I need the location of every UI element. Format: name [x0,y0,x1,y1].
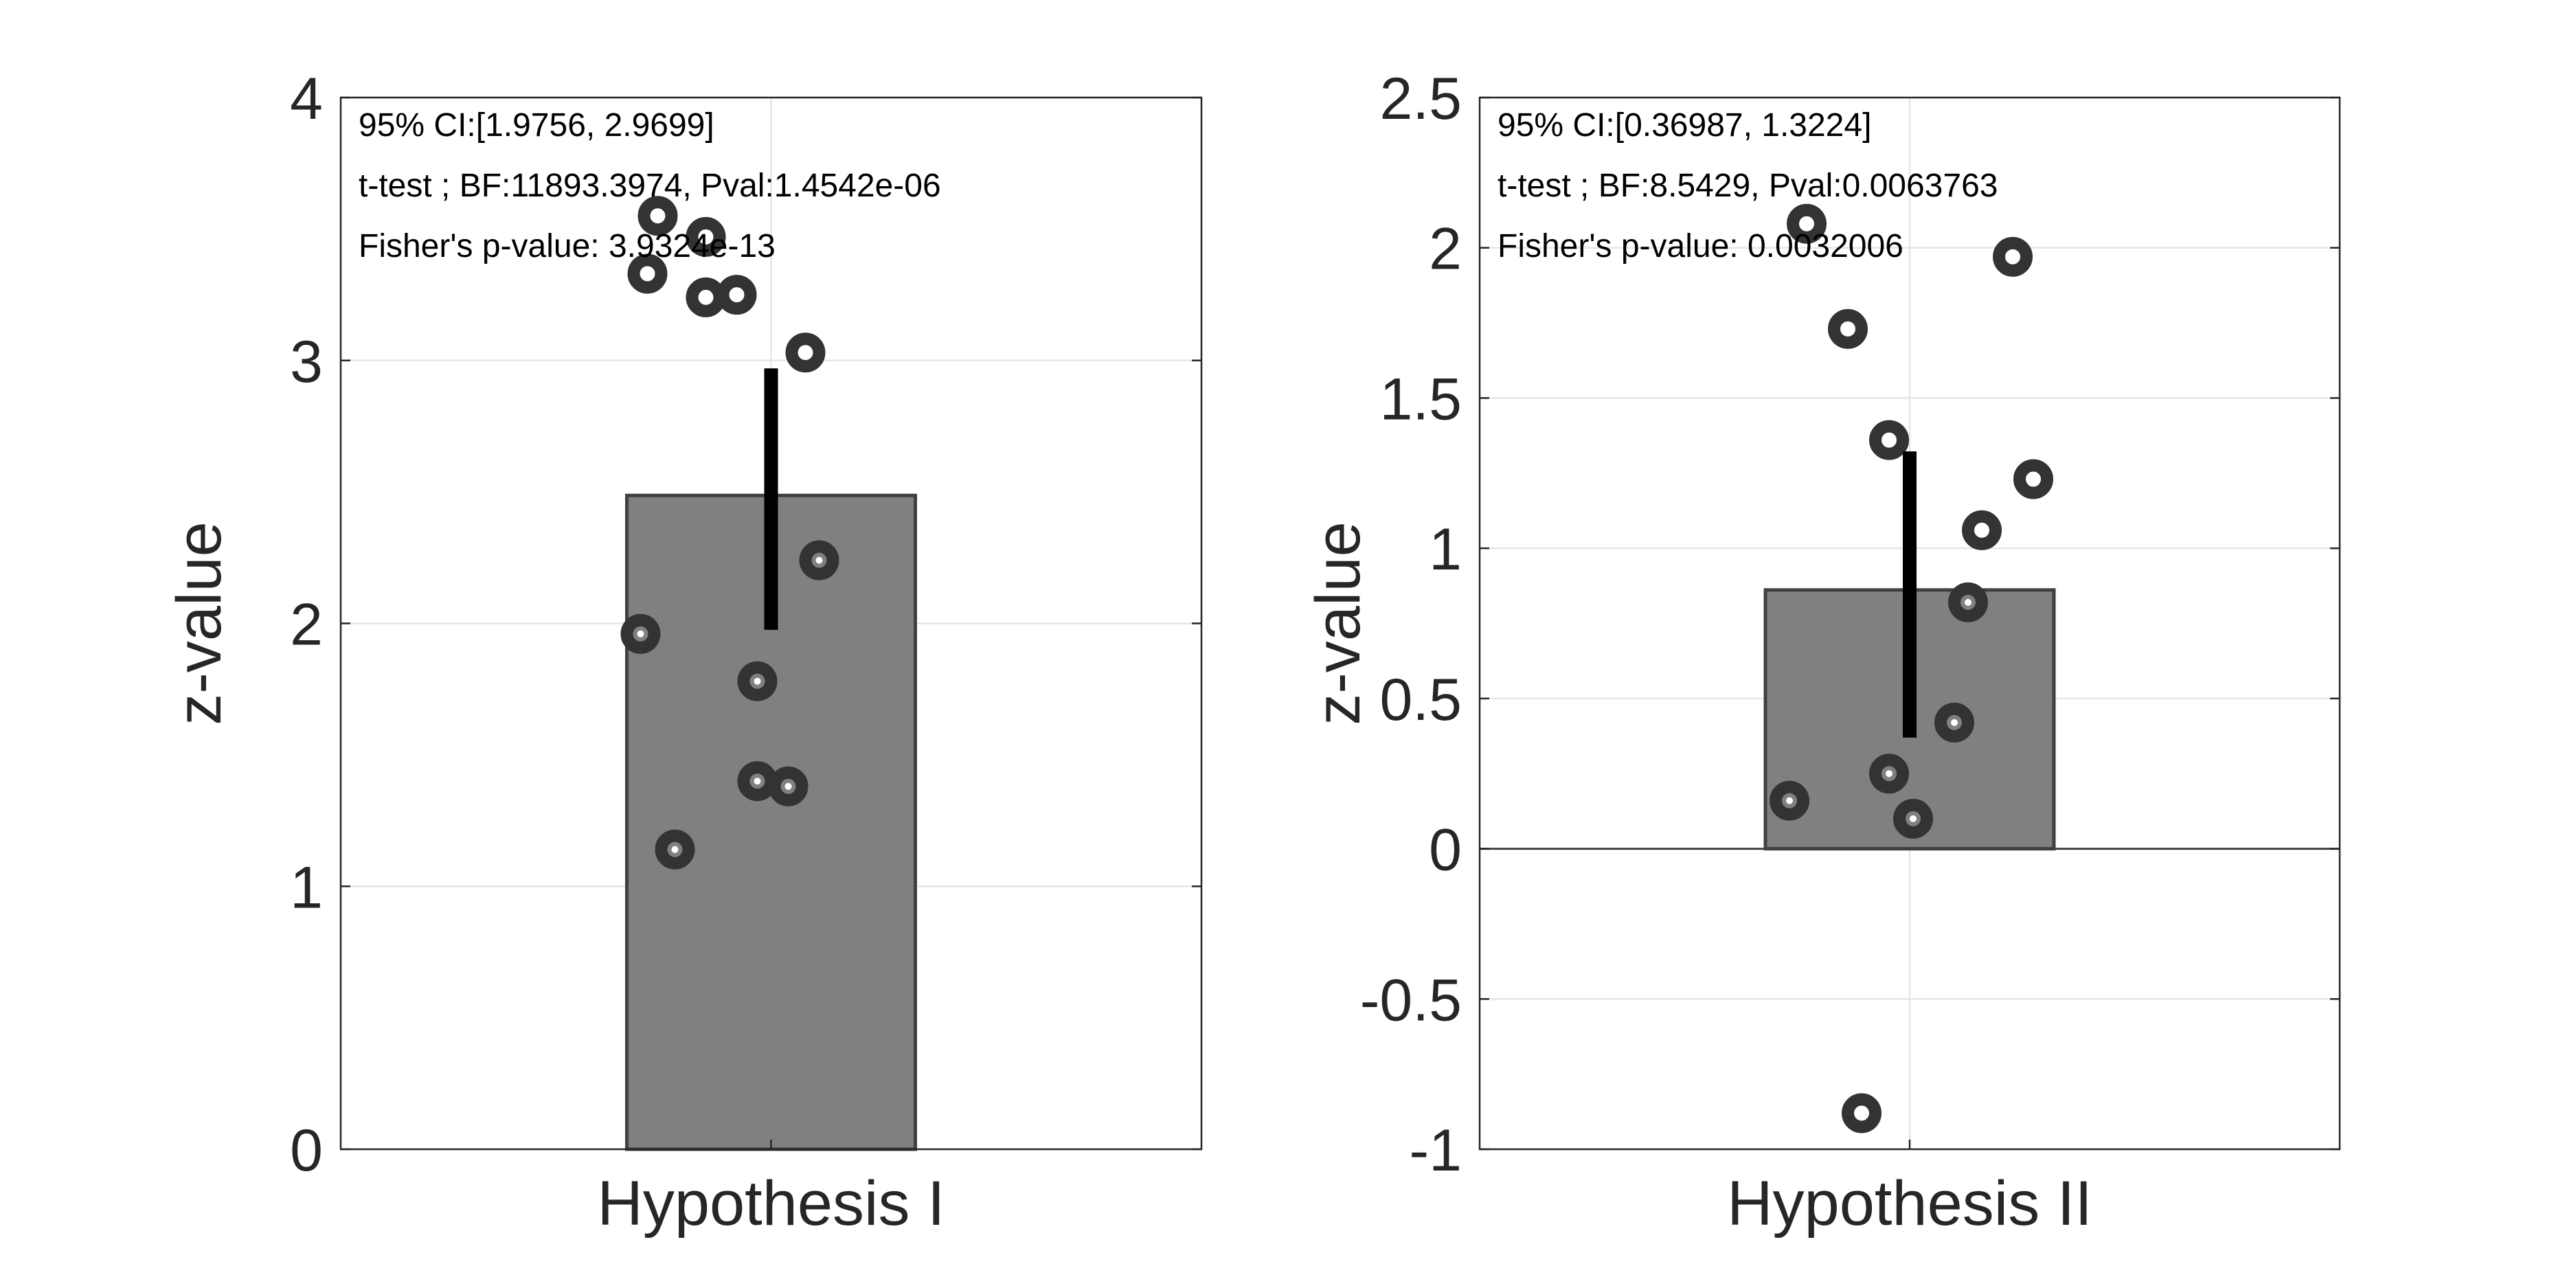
y-tick-label: 2 [290,592,323,658]
data-point-center [1965,598,1971,606]
data-point-center [654,212,662,220]
data-point-ring [1962,510,2002,550]
data-point [1962,510,2002,550]
data-point-ring [1842,1093,1882,1133]
data-point [716,275,757,315]
data-point [1993,236,2033,277]
data-point [1934,702,1974,743]
data-point-center [1886,436,1893,444]
data-point [1828,308,1868,349]
data-point-ring [637,196,678,236]
data-point [1893,798,1933,839]
data-point-center [784,782,792,790]
data-point-ring [1869,420,1909,460]
data-point-center [733,291,741,299]
annotation-line: Fisher's p-value: 0.0032006 [1498,228,1903,264]
data-point-ring [1787,203,1827,244]
data-point [768,766,809,806]
y-tick-label: 0 [290,1118,323,1184]
data-point [737,761,778,802]
chart-panel-2: -1 -0.5 0 0.5 1 1.5 2 2.5 Hypothesis II z-value 95… [1303,66,2341,1239]
data-point-ring [1770,780,1809,821]
y-tick-label: 2 [1429,216,1462,282]
data-point-ring [620,613,661,654]
data-point-center [2030,475,2037,483]
data-point [1948,582,1988,622]
data-point [785,332,826,373]
data-point-center [802,349,809,357]
y-tick-label: 0.5 [1379,667,1462,733]
data-point [737,661,778,701]
data-point [1842,1093,1882,1133]
y-tick-label: 4 [290,66,323,132]
data-point-center [754,677,761,685]
data-point-center [1858,1109,1865,1117]
data-point-center [2009,253,2016,260]
data-point-ring [768,766,809,806]
y-tick-label: -1 [1410,1118,1462,1184]
data-point [620,613,661,654]
data-point [2013,459,2053,499]
y-tick-label: 2.5 [1379,66,1462,132]
data-point-center [671,846,679,853]
data-point [1787,203,1827,244]
x-tick-label: Hypothesis I [597,1168,945,1239]
data-point-ring [2013,459,2053,499]
data-point [1869,754,1909,794]
data-point-center [702,293,710,301]
data-point-ring [1993,236,2033,277]
data-point-center [1844,325,1851,332]
data-point-center [644,270,651,278]
data-point-ring [1828,308,1868,349]
data-point-center [1803,220,1810,227]
data-point-ring [627,253,668,294]
data-point-center [1910,815,1917,822]
data-point-center [1951,719,1958,726]
y-axis-label: z-value [1303,521,1373,725]
y-axis-label: z-value [164,521,234,725]
y-tick-label: 1 [290,855,323,920]
data-point [1869,420,1909,460]
data-point [627,253,668,294]
data-point-ring [655,829,695,870]
annotation-line: t-test ; BF:8.5429, Pval:0.0063763 [1498,168,1998,204]
data-point-ring [716,275,757,315]
annotation-line: Fisher's p-value: 3.9324e-13 [359,228,776,264]
data-point-center [1978,526,1985,534]
data-point-ring [1948,582,1988,622]
data-point-center [702,233,710,240]
data-point-ring [1869,754,1909,794]
data-point-ring [785,332,826,373]
data-point [686,216,726,257]
data-point-center [754,778,761,785]
data-point-center [637,630,644,637]
data-point-ring [737,661,778,701]
y-tick-label: -0.5 [1360,967,1462,1033]
annotation-line: 95% CI:[0.36987, 1.3224] [1498,107,1871,144]
data-point-center [815,556,823,564]
data-point [686,277,726,317]
data-point [655,829,695,870]
y-tick-label: 1 [1429,517,1462,583]
data-point [799,540,839,580]
x-tick-label: Hypothesis II [1727,1168,2092,1239]
data-point [637,196,678,236]
data-point-ring [686,216,726,257]
annotation-line: 95% CI:[1.9756, 2.9699] [359,107,714,144]
data-point-ring [1893,798,1933,839]
annotation-line: t-test ; BF:11893.3974, Pval:1.4542e-06 [359,168,941,204]
data-point-center [1886,770,1893,778]
y-tick-label: 1.5 [1379,366,1462,432]
data-point-center [1786,797,1793,804]
y-tick-label: 0 [1429,817,1462,883]
chart-panel-1: 0 1 2 3 4 Hypothesis I z-value 95% CI:[1.9756, … [164,66,1203,1239]
y-tick-label: 3 [290,329,323,395]
data-point-ring [1934,702,1974,743]
data-point-ring [799,540,839,580]
data-point [1770,780,1809,821]
